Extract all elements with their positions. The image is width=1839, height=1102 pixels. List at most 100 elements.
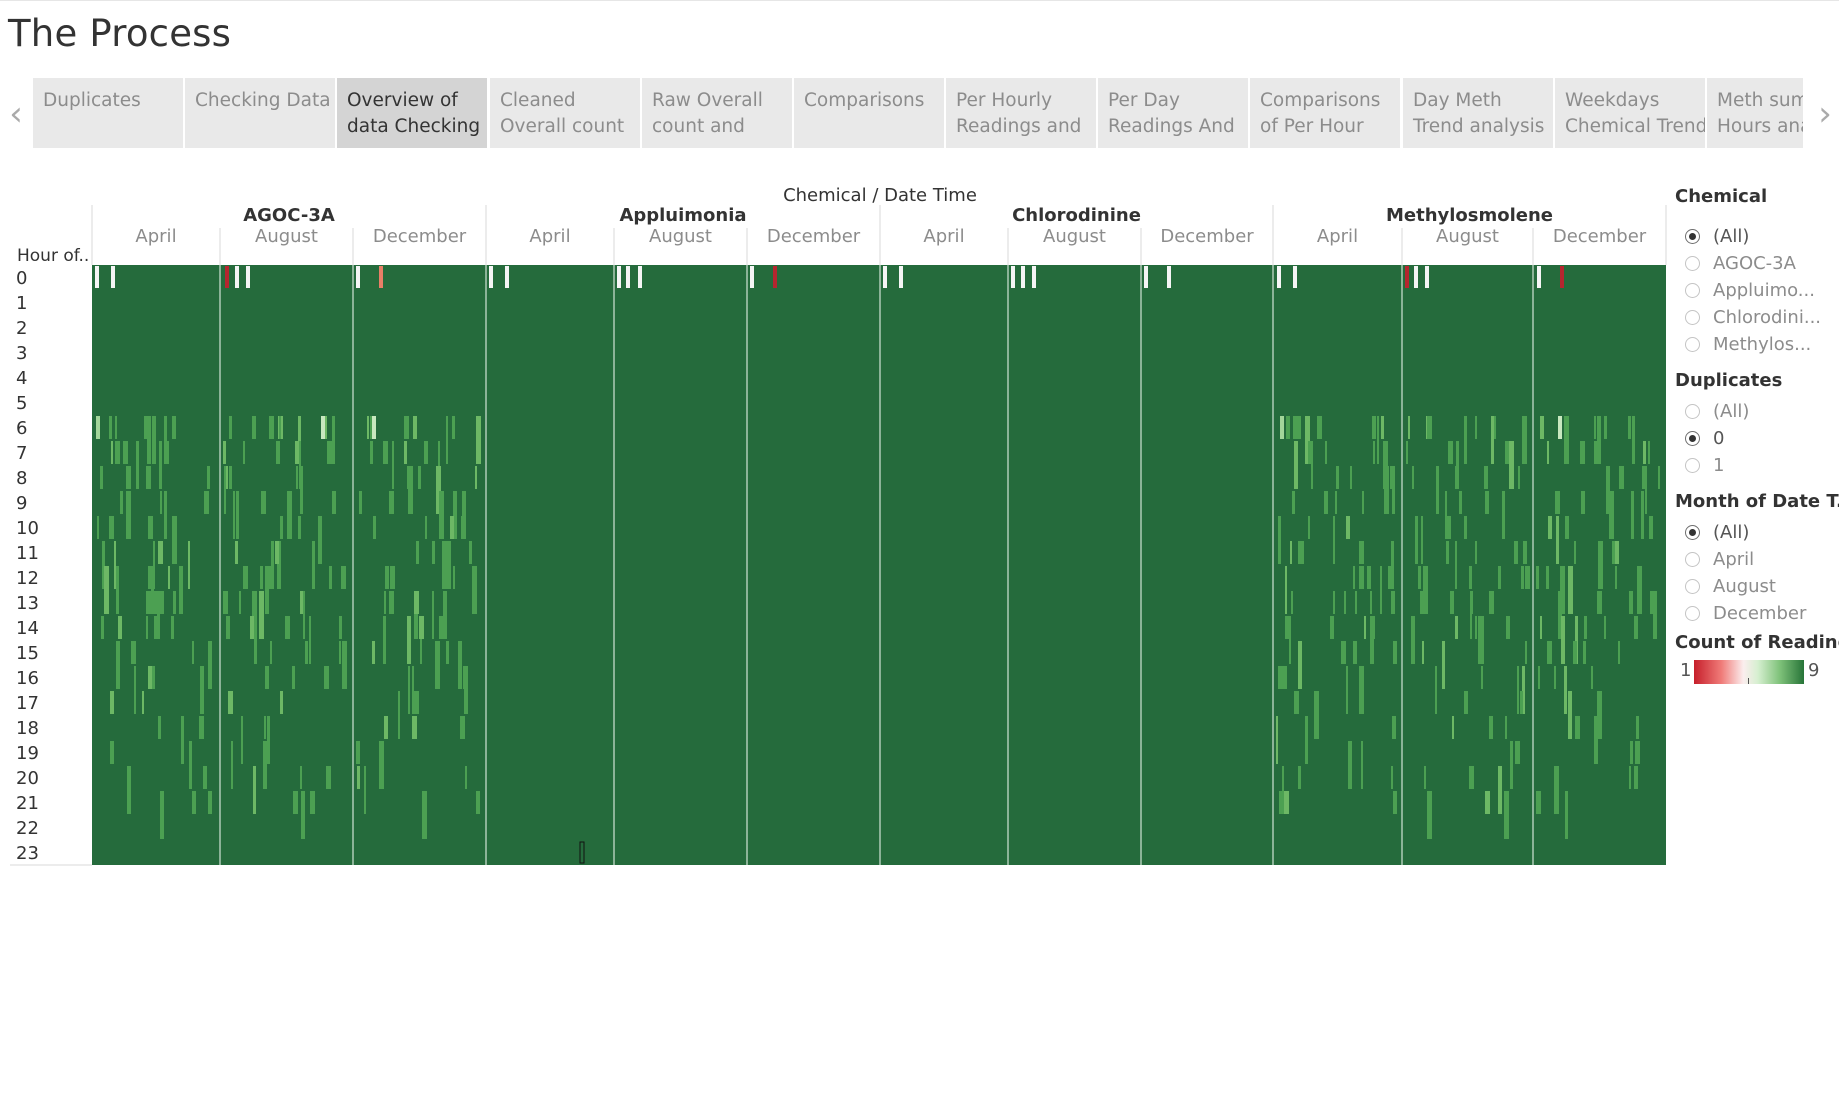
heatmap-cell [1276,716,1278,764]
heatmap-cell [370,441,373,464]
heatmap-cell [389,591,394,614]
heatmap-cell [439,491,444,539]
heatmap-cell [1411,616,1415,664]
month-header: August [255,226,318,247]
heatmap-cell [110,741,114,764]
heatmap-cell [1591,666,1593,689]
heatmap-cell [174,416,176,439]
heatmap-cell [229,416,232,439]
heatmap-cell [1648,441,1650,464]
tab-label-line2: of Per Hour [1260,116,1364,137]
heatmap-cell [1367,566,1371,589]
heatmap-cell [1634,616,1638,639]
heatmap-cell [253,766,256,814]
heatmap-cell [148,666,152,689]
tab-3[interactable]: Cleaned Overall count [490,78,640,148]
tab-1[interactable]: Checking Data [185,78,335,148]
heatmap-cell [414,616,418,639]
tab-10[interactable]: Weekdays Chemical Trend [1555,78,1705,148]
heatmap-cell [208,791,212,814]
heatmap-cell [1391,766,1393,789]
tab-0[interactable]: Duplicates [33,78,183,148]
heatmap-cell [120,491,123,514]
heatmap-cell [1421,516,1423,564]
heatmap-cell [1442,641,1445,689]
radio-icon[interactable] [1685,606,1700,621]
radio-icon[interactable] [1685,579,1700,594]
heatmap-cell [298,516,301,539]
heatmap-cell [298,416,301,464]
heatmap-cell [1628,416,1631,439]
heatmap-cell [332,416,335,464]
heatmap-cell [231,741,233,789]
heatmap-cell [432,591,434,639]
option-label: (All) [1713,401,1750,422]
heatmap-cell [1377,416,1379,464]
tab-8[interactable]: Comparisons of Per Hour [1250,78,1400,148]
radio-icon[interactable] [1685,404,1700,419]
tab-11[interactable]: Meth sum Hours ana [1707,78,1803,148]
heatmap-cell [1336,466,1339,489]
heatmap-cell [279,416,281,439]
radio-icon[interactable] [1685,229,1700,244]
radio-icon[interactable] [1685,431,1700,446]
tab-7[interactable]: Per Day Readings And [1098,78,1248,148]
heatmap-cell [142,691,144,714]
heatmap-cell [413,416,417,439]
heatmap-cell [1634,766,1638,789]
tab-4[interactable]: Raw Overall count and [642,78,792,148]
heatmap-cell [450,516,454,539]
heatmap-cell [1475,416,1477,439]
radio-icon[interactable] [1685,256,1700,271]
heatmap-cell [1393,791,1397,814]
heatmap-cell [301,791,305,839]
heatmap-cell [252,591,257,639]
heatmap-cell [1597,416,1601,464]
radio-icon[interactable] [1685,458,1700,473]
heatmap-cell [127,766,131,814]
heatmap-cell [164,416,167,464]
chevron-right-icon[interactable]: › [1818,94,1832,134]
heatmap-cell [379,266,383,288]
radio-icon[interactable] [1685,552,1700,567]
heatmap-cell [1381,416,1384,439]
heatmap-cell [1452,716,1454,739]
heatmap-cell [173,591,176,614]
heatmap-cell [1455,466,1459,489]
tab-6[interactable]: Per Hourly Readings and [946,78,1096,148]
heatmap-cell [359,491,362,514]
heatmap-cell [1324,491,1328,514]
radio-icon[interactable] [1685,525,1700,540]
heatmap-cell [436,466,441,514]
heatmap-cell [1293,416,1297,439]
chevron-left-icon[interactable]: ‹ [9,94,23,134]
heatmap-cell [1455,541,1457,589]
heatmap-cell [235,541,238,564]
heatmap-cell [1509,441,1514,489]
heatmap-cell [269,416,274,439]
heatmap-cell [1481,641,1484,664]
radio-icon[interactable] [1685,310,1700,325]
heatmap-cell [192,791,196,814]
heatmap-cell [1344,591,1346,614]
heatmap-cell [235,266,239,288]
heatmap-cell [1455,616,1458,639]
duplicates-filter-title: Duplicates [1675,370,1783,391]
heatmap-cell [626,266,630,288]
heatmap-cell [263,741,267,789]
heatmap-cell [373,516,376,539]
tab-5[interactable]: Comparisons [794,78,944,148]
heatmap-cell [1423,566,1428,614]
tab-9[interactable]: Day Meth Trend analysis [1403,78,1553,148]
tab-2[interactable]: Overview of data Checking [337,78,487,148]
heatmap-cell [414,591,419,614]
radio-icon[interactable] [1685,337,1700,352]
heatmap-cell [1636,716,1639,739]
text-cursor-icon [579,841,585,864]
tab-label-line1: Weekdays [1565,90,1660,111]
radio-icon[interactable] [1685,283,1700,298]
tab-label-line2: Overall count [500,116,625,137]
heatmap-cell [1561,616,1565,664]
heatmap-cell [172,516,177,564]
heatmap-cell [1485,491,1489,514]
